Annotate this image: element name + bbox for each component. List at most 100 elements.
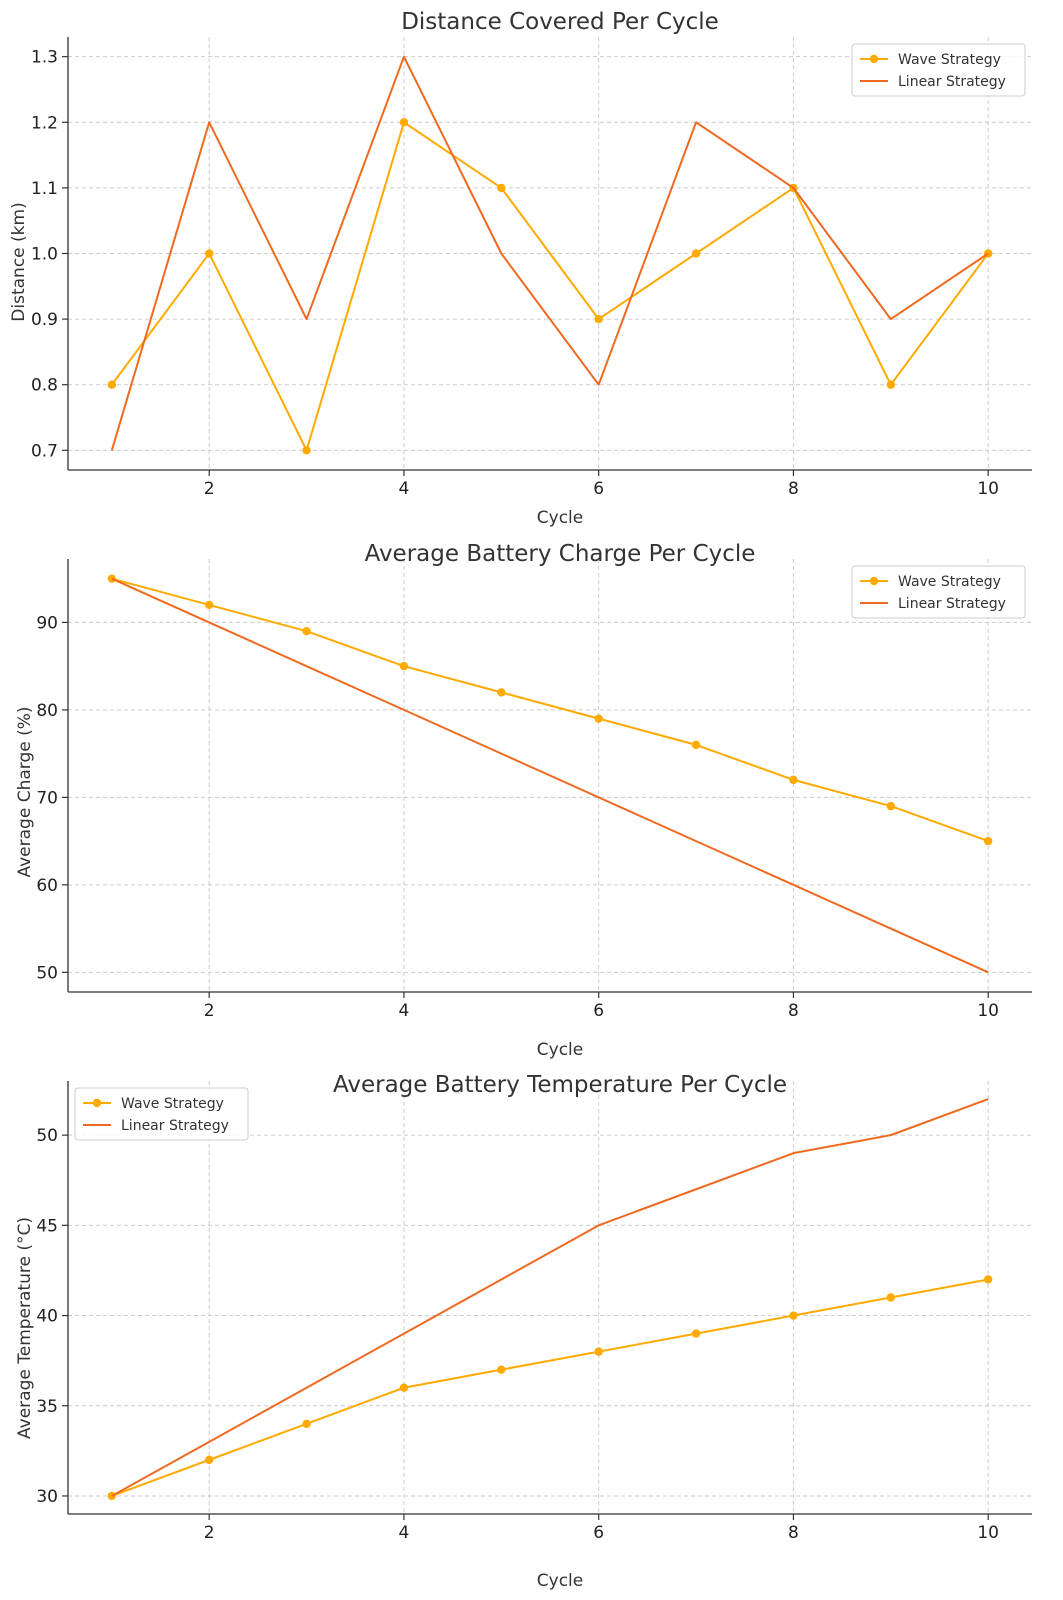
- temperature-chart-axes: [67, 1081, 1032, 1515]
- temperature-chart-title: Average Battery Temperature Per Cycle: [333, 1072, 787, 1098]
- charge-chart-series: [107, 574, 993, 974]
- temperature-chart-series-0-point-2: [302, 1419, 311, 1428]
- distance-chart-xtick-label-2: 6: [593, 479, 604, 499]
- temperature-chart-series-0-point-6: [691, 1329, 701, 1338]
- distance-chart-legend-label-0: Wave Strategy: [898, 52, 1001, 68]
- temperature-chart-legend-box: [74, 1087, 249, 1141]
- temperature-chart-series-0-point-8: [886, 1293, 896, 1302]
- temperature-chart-xtick-label-2: 6: [593, 1523, 604, 1543]
- charge-chart-series-0-point-2: [302, 626, 311, 636]
- temperature-chart-series-0-point-9: [983, 1275, 993, 1284]
- charge-chart-ytick-label-3: 80: [36, 701, 58, 721]
- temperature-chart-xtick-label-4: 10: [977, 1523, 999, 1543]
- distance-chart-xtick-label-1: 4: [399, 479, 410, 499]
- charge-chart-xtick-label-4: 10: [977, 1001, 999, 1021]
- charge-chart-grid: [68, 559, 1032, 992]
- charge-chart-legend-label-0: Wave Strategy: [898, 574, 1001, 590]
- charge-chart-ticks: 2 4 6 8 10 50 60 70 80 90: [36, 613, 999, 1021]
- charge-chart-ytick-label-1: 60: [36, 876, 58, 896]
- distance-chart-ytick-label-1: 0.8: [31, 376, 58, 396]
- charge-chart-legend: Wave Strategy Linear Strategy: [851, 565, 1026, 619]
- distance-chart-xlabel: Cycle: [537, 508, 583, 528]
- distance-chart-series-0-point-5: [594, 314, 603, 324]
- temperature-chart-ytick-label-3: 45: [36, 1216, 58, 1236]
- charge-chart-series-0-point-1: [204, 600, 214, 610]
- distance-chart-legend-marker-0: [869, 54, 879, 64]
- temperature-chart-ylabel: Average Temperature (°C): [15, 1217, 35, 1439]
- temperature-chart-series: [107, 1098, 993, 1501]
- temperature-chart: Average Battery Temperature Per Cycle Cy…: [15, 1072, 1032, 1591]
- distance-chart-series-0-point-1: [204, 249, 214, 258]
- distance-chart-xtick-label-4: 10: [977, 479, 999, 499]
- charge-chart: Average Battery Charge Per Cycle Cycle A…: [15, 541, 1032, 1060]
- temperature-chart-ytick-label-1: 35: [36, 1397, 58, 1417]
- temperature-chart-series-0-point-1: [204, 1455, 214, 1465]
- charge-chart-xtick-label-0: 2: [204, 1001, 215, 1021]
- charge-chart-ylabel: Average Charge (%): [15, 706, 35, 877]
- temperature-chart-xtick-label-0: 2: [204, 1523, 215, 1543]
- charge-chart-ytick-label-2: 70: [36, 788, 58, 808]
- charge-chart-series-line-1: [111, 577, 989, 974]
- charge-chart-legend-marker-0: [869, 576, 879, 586]
- distance-chart-ytick-label-6: 1.3: [31, 48, 58, 68]
- temperature-chart-ytick-label-0: 30: [36, 1487, 58, 1507]
- charge-chart-series-0-point-7: [789, 775, 798, 785]
- distance-chart-axes: [67, 37, 1032, 471]
- charge-chart-xlabel: Cycle: [537, 1040, 583, 1060]
- charge-chart-ytick-label-4: 90: [36, 613, 58, 633]
- distance-chart-ytick-label-2: 0.9: [31, 310, 58, 330]
- charge-chart-series-0-point-5: [594, 714, 603, 723]
- temperature-chart-series-0-point-7: [789, 1311, 798, 1320]
- charge-chart-title: Average Battery Charge Per Cycle: [365, 541, 756, 567]
- distance-chart-legend: Wave Strategy Linear Strategy: [851, 43, 1026, 97]
- charge-chart-series-0-point-9: [983, 836, 993, 846]
- temperature-chart-series-0-point-0: [107, 1491, 117, 1501]
- temperature-chart-series-line-0: [111, 1278, 989, 1497]
- temperature-chart-legend-label-1: Linear Strategy: [121, 1118, 229, 1134]
- charge-chart-axes: [67, 559, 1032, 993]
- distance-chart-xtick-label-0: 2: [204, 479, 215, 499]
- distance-chart-ylabel: Distance (km): [9, 202, 29, 321]
- temperature-chart-series-0-point-4: [497, 1365, 506, 1374]
- distance-chart-grid: [68, 37, 1032, 470]
- distance-chart-ytick-label-5: 1.2: [31, 113, 58, 133]
- temperature-chart-xtick-label-1: 4: [399, 1523, 410, 1543]
- temperature-chart-series-0-point-3: [399, 1383, 409, 1392]
- distance-chart-ytick-label-3: 1.0: [31, 245, 58, 265]
- temperature-chart-xlabel: Cycle: [537, 1571, 583, 1591]
- distance-chart-series-0-point-2: [302, 446, 311, 455]
- distance-chart-series-line-0: [111, 121, 989, 452]
- temperature-chart-series-line-1: [111, 1098, 989, 1497]
- distance-chart-series: [107, 55, 993, 455]
- distance-chart-ytick-label-0: 0.7: [31, 441, 58, 461]
- charge-chart-xtick-label-3: 8: [788, 1001, 799, 1021]
- charge-chart-series-0-point-3: [399, 661, 409, 671]
- temperature-chart-ytick-label-2: 40: [36, 1307, 58, 1327]
- charge-chart-series-line-0: [111, 577, 989, 843]
- distance-chart-xtick-label-3: 8: [788, 479, 799, 499]
- temperature-chart-ytick-label-4: 50: [36, 1126, 58, 1146]
- distance-chart-ticks: 2 4 6 8 10 0.7 0.8 0.9 1.0 1.1 1.2 1.3: [31, 48, 999, 499]
- distance-chart-series-0-point-3: [399, 118, 409, 127]
- distance-chart-title: Distance Covered Per Cycle: [401, 9, 719, 35]
- charge-chart-series-0-point-4: [497, 688, 506, 697]
- temperature-chart-legend-label-0: Wave Strategy: [121, 1096, 224, 1112]
- distance-chart-series-0-point-8: [886, 380, 896, 389]
- temperature-chart-xtick-label-3: 8: [788, 1523, 799, 1543]
- temperature-chart-series-0-point-5: [594, 1347, 603, 1356]
- charge-chart-xtick-label-1: 4: [399, 1001, 410, 1021]
- distance-chart-series-0-point-4: [497, 183, 506, 193]
- temperature-chart-legend-marker-0: [92, 1098, 102, 1108]
- charge-chart-legend-box: [851, 565, 1026, 619]
- charge-chart-ytick-label-0: 50: [36, 963, 58, 983]
- temperature-chart-ticks: 2 4 6 8 10 30 35 40 45 50: [36, 1126, 999, 1543]
- charge-chart-xtick-label-2: 6: [593, 1001, 604, 1021]
- distance-chart-series-line-1: [110, 55, 989, 451]
- distance-chart-legend-label-1: Linear Strategy: [898, 74, 1006, 90]
- distance-chart: Distance Covered Per Cycle Cycle Distanc…: [9, 9, 1032, 528]
- distance-chart-series-0-point-6: [691, 249, 701, 258]
- distance-chart-ytick-label-4: 1.1: [31, 179, 58, 199]
- charge-chart-series-0-point-8: [886, 801, 896, 811]
- charge-chart-series-0-point-6: [691, 740, 701, 750]
